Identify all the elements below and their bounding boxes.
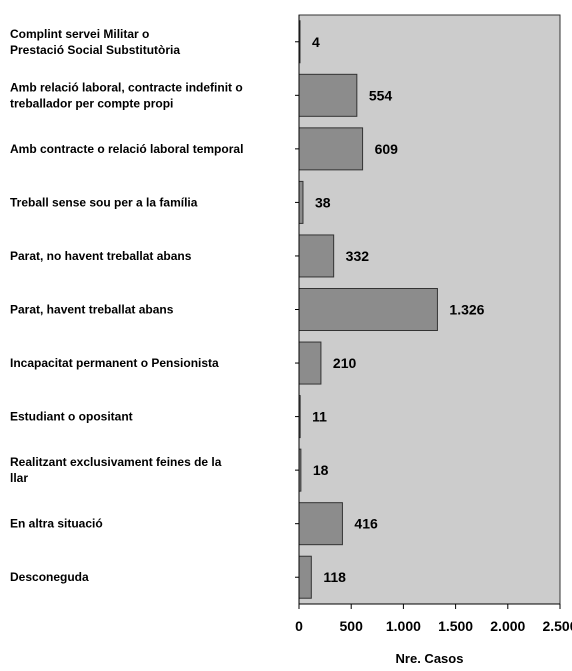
bar [298, 288, 438, 331]
data-label: 609 [375, 141, 399, 157]
bar [298, 180, 304, 224]
category-label: Realitzant exclusivament feines de la [10, 455, 222, 469]
x-tick-label: 1.500 [438, 618, 473, 634]
data-label: 11 [312, 409, 327, 425]
category-label: Amb contracte o relació laboral temporal [10, 142, 243, 156]
x-tick-label: 2.500 [542, 618, 572, 634]
bars [298, 20, 438, 599]
bar [298, 502, 343, 546]
category-label: Estudiant o opositant [10, 410, 133, 424]
bar [298, 555, 312, 599]
bar [298, 73, 358, 117]
bar [298, 127, 364, 171]
x-tick-label: 500 [340, 618, 364, 634]
category-label: treballador per compte propi [10, 96, 173, 110]
category-label: Desconeguda [10, 570, 89, 584]
x-axis-title: Nre. Casos [396, 651, 464, 666]
data-label: 210 [333, 355, 357, 371]
x-tick-label: 0 [295, 618, 303, 634]
category-label: Treball sense sou per a la família [10, 195, 198, 209]
category-label: Parat, no havent treballat abans [10, 249, 192, 263]
category-label: En altra situació [10, 517, 103, 531]
data-label: 332 [346, 248, 370, 264]
category-label: Incapacitat permanent o Pensionista [10, 356, 219, 370]
data-label: 1.326 [449, 302, 484, 318]
data-label: 4 [312, 34, 320, 50]
x-tick-label: 2.000 [490, 618, 525, 634]
bar [298, 234, 335, 278]
category-label: llar [10, 471, 28, 485]
data-label: 554 [369, 87, 393, 103]
x-tick-label: 1.000 [386, 618, 421, 634]
value-labels: 4 554 609 38 332 1.326 210 11 18 416 118 [312, 34, 485, 585]
category-label: Prestació Social Substitutòria [10, 43, 180, 57]
category-labels: Complint servei Militar o Prestació Socia… [10, 27, 243, 584]
category-label: Amb relació laboral, contracte indefinit… [10, 80, 243, 94]
bar [298, 341, 322, 385]
data-label: 18 [313, 462, 329, 478]
data-label: 118 [323, 569, 346, 585]
category-label: Parat, havent treballat abans [10, 303, 174, 317]
data-label: 416 [354, 516, 378, 532]
x-axis: 0 500 1.000 1.500 2.000 2.500 [295, 15, 572, 634]
data-label: 38 [315, 194, 331, 210]
category-label: Complint servei Militar o [10, 27, 149, 41]
